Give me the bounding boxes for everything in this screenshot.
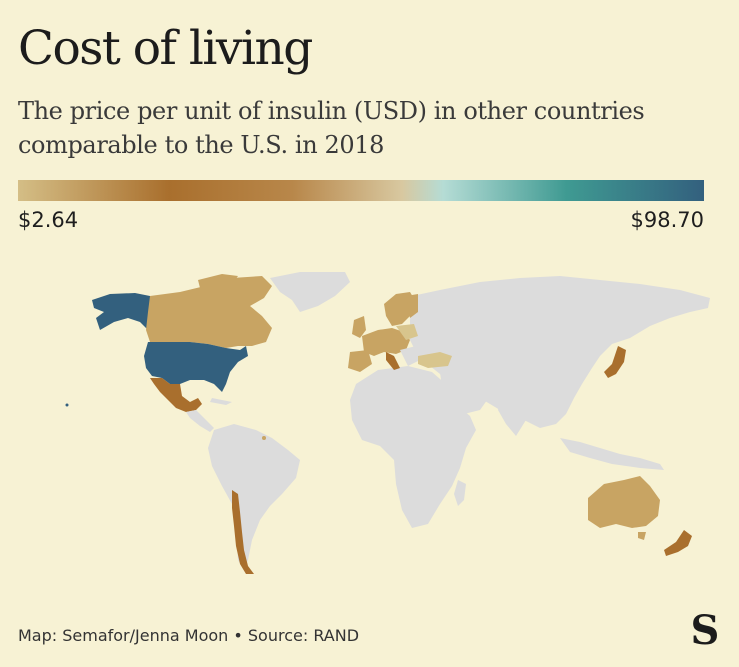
country-new-zealand — [664, 530, 692, 556]
country-us-hawaii — [65, 403, 69, 407]
country-us-alaska — [92, 293, 150, 332]
country-turkey — [418, 352, 452, 368]
country-africa — [350, 366, 476, 528]
country-finland — [406, 294, 418, 318]
country-iberia — [348, 350, 372, 372]
country-cuba — [210, 398, 232, 405]
country-chile — [232, 490, 254, 574]
legend-max-label: $98.70 — [630, 208, 704, 232]
country-madagascar — [454, 480, 466, 506]
country-south-america — [208, 424, 300, 570]
country-balkans — [400, 346, 420, 366]
country-greenland — [270, 272, 350, 312]
country-poland — [396, 324, 418, 340]
chart-subtitle: The price per unit of insulin (USD) in o… — [18, 97, 645, 159]
footer-credit: Map: Semafor/Jenna Moon • Source: RAND — [18, 626, 360, 645]
country-central-america — [186, 410, 214, 432]
country-canada — [146, 276, 272, 348]
legend-min-label: $2.64 — [18, 208, 79, 232]
country-mexico — [150, 378, 202, 412]
chart-title: Cost of living — [18, 21, 313, 76]
country-united-states — [144, 342, 248, 392]
country-middle-east — [440, 370, 490, 414]
country-western-europe — [362, 328, 410, 356]
color-scale-legend — [18, 180, 704, 201]
country-french-guiana — [262, 436, 266, 440]
country-japan — [604, 346, 626, 378]
country-india — [498, 392, 534, 436]
country-united-kingdom — [352, 316, 366, 338]
country-australia — [588, 476, 660, 528]
country-italy — [386, 352, 400, 370]
country-canada-islands — [198, 274, 238, 288]
country-southeast-asia — [560, 438, 664, 470]
world-map — [65, 272, 710, 574]
country-tasmania — [638, 532, 646, 540]
semafor-logo: S — [690, 607, 720, 654]
